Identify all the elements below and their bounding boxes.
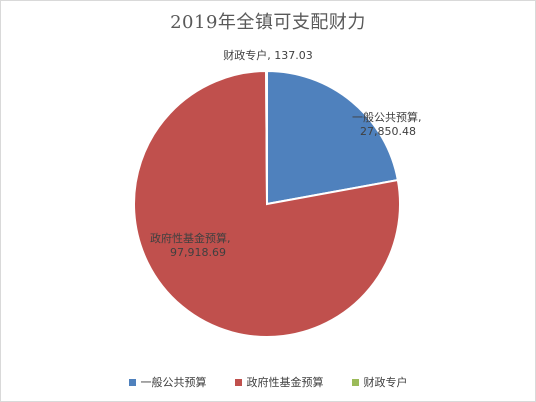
data-label-general-budget: 一般公共预算,27,850.48 bbox=[352, 110, 422, 138]
data-label-fund-budget-name: 政府性基金预算, bbox=[150, 231, 231, 245]
legend: 一般公共预算 政府性基金预算 财政专户 bbox=[0, 374, 536, 390]
legend-item-special-account: 财政专户 bbox=[351, 374, 408, 390]
legend-label-fund-budget: 政府性基金预算 bbox=[246, 376, 324, 389]
data-label-special-account-text: 财政专户, 137.03 bbox=[223, 48, 312, 62]
legend-swatch-general-budget bbox=[128, 378, 136, 386]
legend-label-special-account: 财政专户 bbox=[363, 376, 408, 389]
data-label-fund-budget: 政府性基金预算,97,918.69 bbox=[150, 231, 231, 259]
data-label-fund-budget-value: 97,918.69 bbox=[170, 246, 226, 259]
pie-slice-special-account bbox=[265, 69, 268, 205]
data-label-special-account: 财政专户, 137.03 bbox=[223, 48, 312, 62]
chart-title: 2019年全镇可支配财力 bbox=[170, 12, 366, 33]
pie-slice-general-budget bbox=[266, 69, 399, 206]
legend-item-general-budget: 一般公共预算 bbox=[128, 374, 207, 390]
data-label-general-budget-name: 一般公共预算, bbox=[352, 110, 422, 124]
data-label-general-budget-value: 27,850.48 bbox=[360, 125, 416, 138]
legend-item-fund-budget: 政府性基金预算 bbox=[234, 374, 324, 390]
legend-swatch-special-account bbox=[351, 378, 359, 386]
legend-swatch-fund-budget bbox=[234, 378, 242, 386]
legend-label-general-budget: 一般公共预算 bbox=[140, 376, 207, 389]
